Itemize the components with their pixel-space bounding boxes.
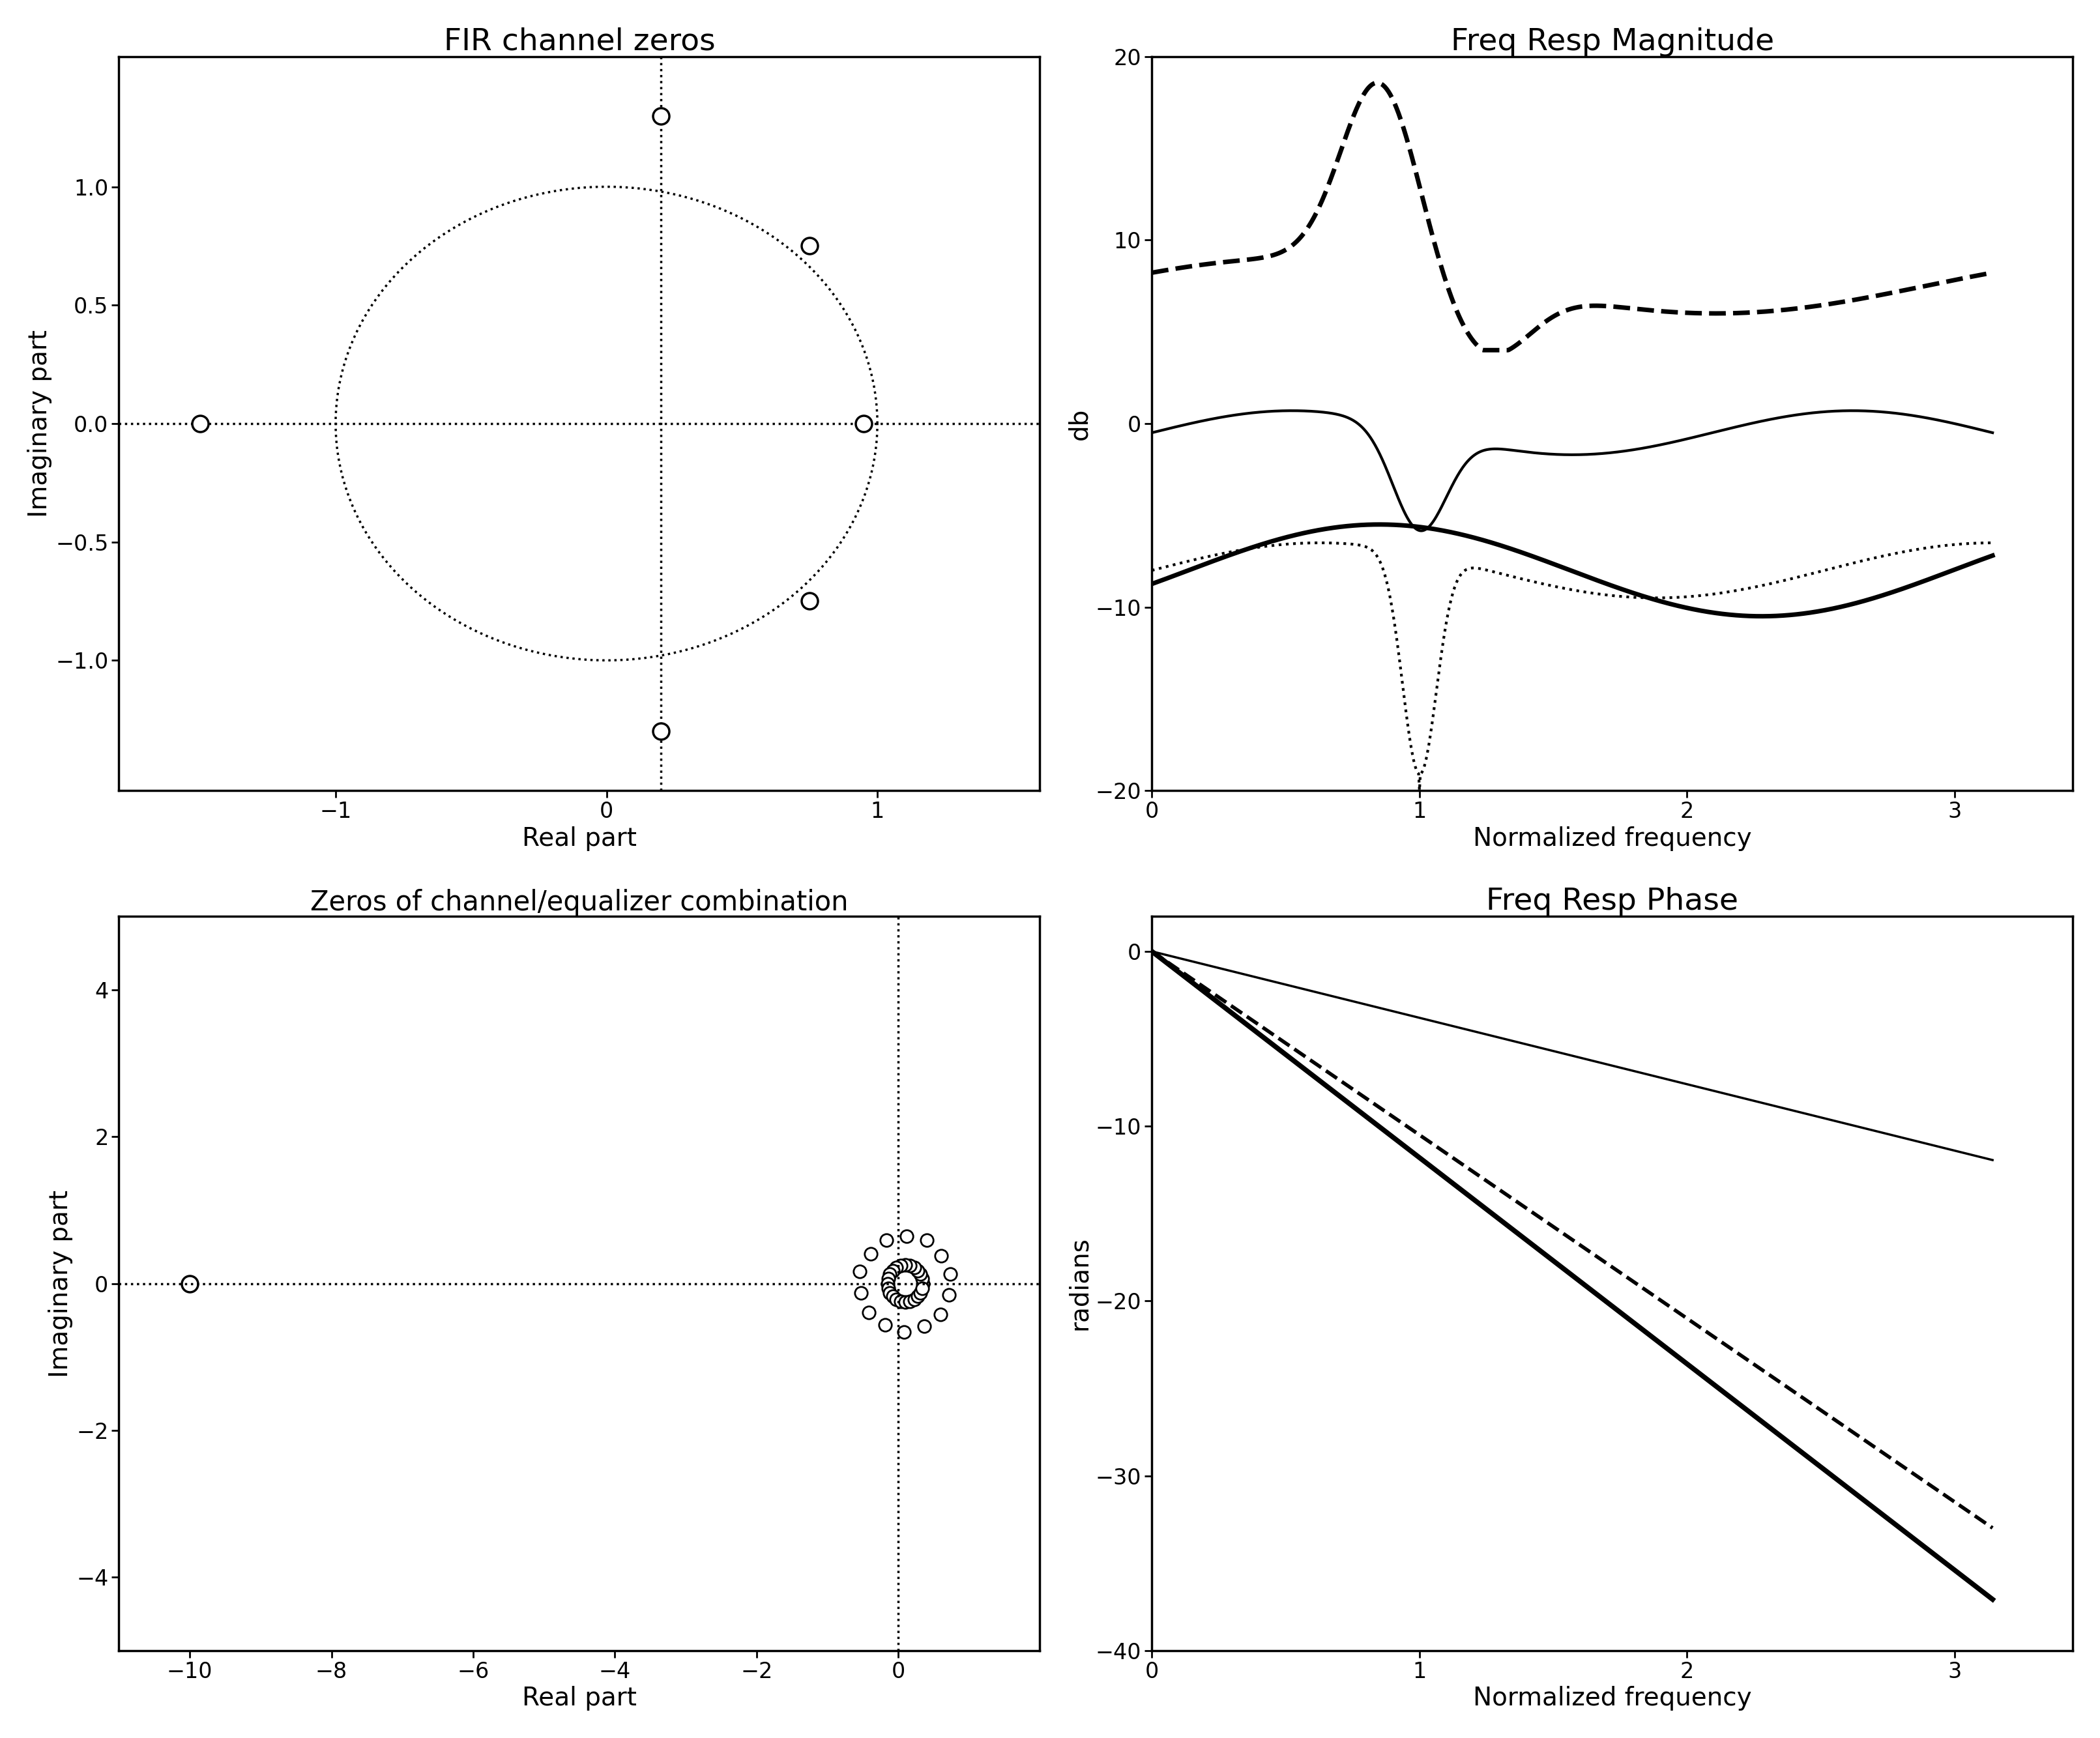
Title: Freq Resp Phase: Freq Resp Phase (1487, 886, 1739, 916)
X-axis label: Real part: Real part (523, 826, 636, 852)
X-axis label: Normalized frequency: Normalized frequency (1472, 1686, 1751, 1710)
Y-axis label: db: db (1067, 407, 1092, 440)
Title: FIR channel zeros: FIR channel zeros (443, 28, 716, 56)
Title: Freq Resp Magnitude: Freq Resp Magnitude (1451, 28, 1774, 56)
Y-axis label: Imaginary part: Imaginary part (27, 330, 53, 518)
Y-axis label: Imaginary part: Imaginary part (48, 1189, 74, 1376)
Y-axis label: radians: radians (1067, 1237, 1092, 1330)
X-axis label: Real part: Real part (523, 1686, 636, 1710)
Title: Zeros of channel/equalizer combination: Zeros of channel/equalizer combination (311, 890, 848, 916)
X-axis label: Normalized frequency: Normalized frequency (1472, 826, 1751, 852)
